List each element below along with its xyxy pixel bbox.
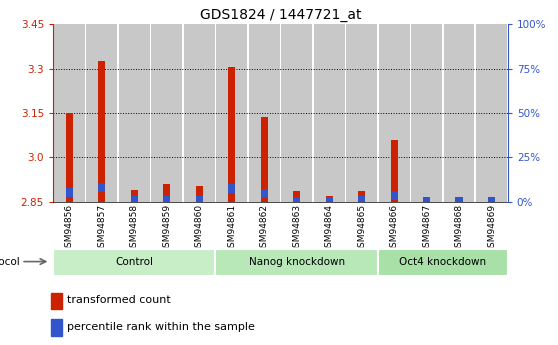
Bar <box>423 197 430 206</box>
Bar <box>281 24 312 202</box>
Bar <box>66 113 73 202</box>
Text: transformed count: transformed count <box>67 296 171 305</box>
Bar <box>411 24 442 202</box>
Text: GSM94868: GSM94868 <box>455 204 464 253</box>
Bar <box>196 186 203 202</box>
Text: Control: Control <box>115 257 153 267</box>
Bar <box>151 24 182 202</box>
Title: GDS1824 / 1447721_at: GDS1824 / 1447721_at <box>200 8 361 22</box>
Bar <box>261 189 268 198</box>
Bar <box>228 67 235 202</box>
Text: GSM94866: GSM94866 <box>389 204 398 253</box>
Text: GSM94865: GSM94865 <box>357 204 366 253</box>
Bar <box>488 197 495 206</box>
Bar <box>131 190 138 202</box>
Bar <box>325 197 333 206</box>
Text: GSM94857: GSM94857 <box>97 204 106 253</box>
Bar <box>314 24 344 202</box>
Bar <box>358 191 365 202</box>
Bar <box>293 197 300 206</box>
Bar <box>66 188 73 197</box>
Bar <box>444 24 474 202</box>
Bar <box>455 200 463 202</box>
Bar <box>54 24 85 202</box>
Bar <box>51 293 62 309</box>
Text: GSM94858: GSM94858 <box>129 204 139 253</box>
Bar <box>391 191 398 200</box>
Bar <box>325 196 333 202</box>
Bar <box>488 200 495 202</box>
Bar <box>217 24 247 202</box>
Text: GSM94863: GSM94863 <box>292 204 301 253</box>
Bar <box>228 184 235 193</box>
Bar <box>249 24 280 202</box>
Text: protocol: protocol <box>0 257 20 267</box>
Text: GSM94869: GSM94869 <box>487 204 496 253</box>
FancyBboxPatch shape <box>215 249 378 276</box>
Text: GSM94861: GSM94861 <box>227 204 236 253</box>
Text: Nanog knockdown: Nanog knockdown <box>248 257 345 267</box>
Bar <box>163 196 170 205</box>
Bar <box>98 183 105 192</box>
Bar <box>379 24 410 202</box>
Bar <box>293 191 300 202</box>
Bar <box>358 196 365 205</box>
Bar <box>98 61 105 202</box>
Text: Oct4 knockdown: Oct4 knockdown <box>400 257 487 267</box>
Text: GSM94867: GSM94867 <box>422 204 431 253</box>
Text: percentile rank within the sample: percentile rank within the sample <box>67 322 254 332</box>
FancyBboxPatch shape <box>53 249 215 276</box>
Text: GSM94864: GSM94864 <box>325 204 334 253</box>
Bar <box>423 200 430 202</box>
FancyBboxPatch shape <box>378 249 508 276</box>
Bar <box>86 24 117 202</box>
Bar <box>391 140 398 202</box>
Bar <box>346 24 377 202</box>
Bar <box>184 24 215 202</box>
Text: GSM94856: GSM94856 <box>65 204 74 253</box>
Bar <box>131 196 138 205</box>
Text: GSM94860: GSM94860 <box>195 204 204 253</box>
Bar <box>476 24 507 202</box>
Text: GSM94859: GSM94859 <box>162 204 171 253</box>
Text: GSM94862: GSM94862 <box>259 204 268 253</box>
Bar <box>196 196 203 205</box>
Bar <box>51 319 62 336</box>
Bar <box>261 117 268 202</box>
Bar <box>119 24 150 202</box>
Bar <box>163 184 170 202</box>
Bar <box>455 197 463 206</box>
